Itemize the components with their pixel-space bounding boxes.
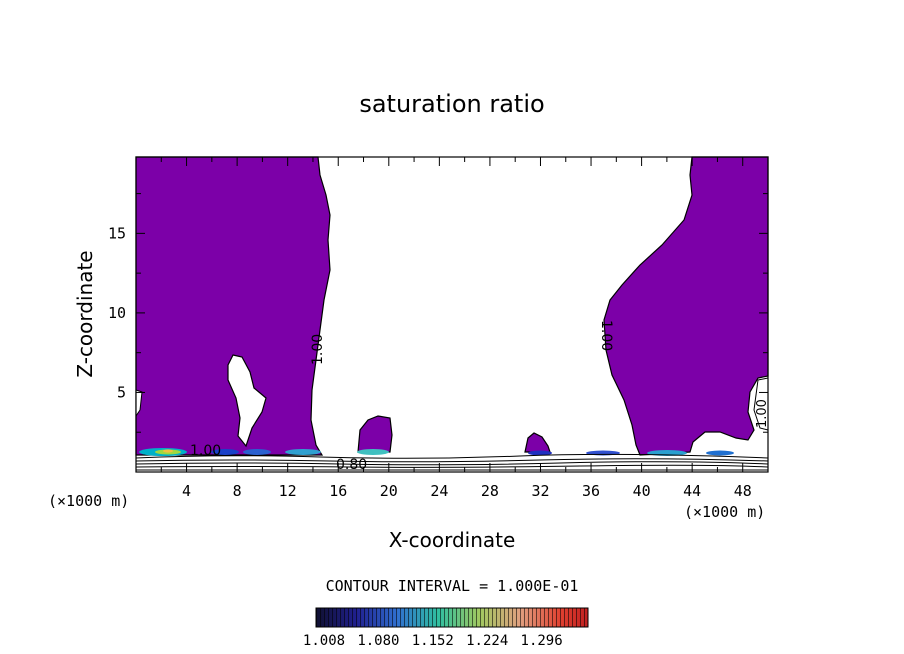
y-tick-label: 10 — [108, 304, 126, 322]
y-axis-label: Z-coordinate — [73, 250, 97, 377]
contour-label: 1.00 — [598, 320, 614, 351]
chart-title: saturation ratio — [359, 90, 544, 118]
x-tick-label: 40 — [633, 482, 651, 500]
contour-labels: 1.00 1.00 1.00 1.00 0.80 — [190, 320, 770, 473]
contour-label: 1.00 — [755, 399, 770, 428]
y-tick-label: 5 — [117, 383, 126, 401]
plot-frame — [135, 156, 769, 473]
x-axis-label: X-coordinate — [389, 528, 516, 552]
colorbar-ticks: 1.008 1.080 1.152 1.224 1.296 — [303, 633, 563, 649]
surface-cells — [139, 448, 734, 456]
x-tick-label: 24 — [430, 482, 448, 500]
colorbar-tick-label: 1.296 — [521, 633, 563, 649]
center-bump-1 — [357, 415, 393, 453]
right-edge-dry — [753, 377, 769, 431]
right-saturated-region — [603, 156, 769, 456]
ground-contour-line — [135, 461, 769, 466]
contour-label: 0.80 — [336, 457, 367, 473]
ground-contours — [135, 453, 769, 471]
contour-label: 1.00 — [310, 334, 326, 365]
colorbar — [315, 607, 589, 628]
y-tick-label: 15 — [108, 224, 126, 242]
colorbar-tick-label: 1.008 — [303, 633, 345, 649]
saturated-regions — [135, 156, 769, 456]
contour-interval-text: CONTOUR INTERVAL = 1.000E-01 — [326, 577, 579, 595]
ground-contour-line — [135, 458, 769, 463]
x-tick-label: 44 — [683, 482, 701, 500]
colorbar-tick-label: 1.224 — [466, 633, 508, 649]
x-tick-label: 36 — [582, 482, 600, 500]
colorbar-tick-label: 1.152 — [412, 633, 454, 649]
x-tick-label: 8 — [233, 482, 242, 500]
x-tick-label: 4 — [182, 482, 191, 500]
x-tick-label: 16 — [329, 482, 347, 500]
ground-contour-line — [135, 464, 769, 468]
colorbar-tick-label: 1.080 — [357, 633, 399, 649]
contour-label: 1.00 — [190, 443, 221, 459]
x-tick-label: 28 — [481, 482, 499, 500]
x-tick-label: 12 — [279, 482, 297, 500]
left-saturated-region — [135, 156, 331, 456]
x-tick-label: 20 — [380, 482, 398, 500]
x-unit-left: (×1000 m) — [48, 492, 129, 510]
x-unit-right: (×1000 m) — [684, 503, 765, 521]
x-tick-label: 48 — [734, 482, 752, 500]
x-tick-label: 32 — [531, 482, 549, 500]
left-dry-pocket — [227, 354, 267, 448]
ground-contour-line — [135, 453, 769, 459]
